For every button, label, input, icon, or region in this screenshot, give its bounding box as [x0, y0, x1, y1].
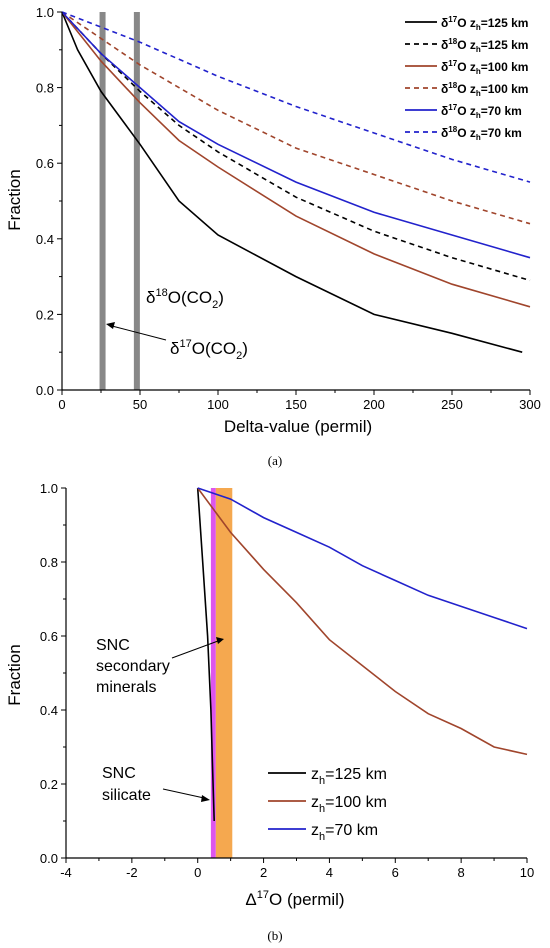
- x-tick-label: -4: [60, 865, 72, 880]
- legend-label: zh=125 km: [311, 766, 387, 787]
- panel-a-ticks: 0 50 100 150 200 250 300 0.0 0.2 0.4 0.6 0.8 1.0: [36, 5, 541, 412]
- annotation-d17o-co2: δ17O(CO2): [170, 338, 248, 362]
- legend-label: zh=70 km: [311, 822, 378, 843]
- series-line-d18o-zh-125: [61, 11, 531, 282]
- panel-b: -4 -2 0 2 4 6 8 10 0.0 0.2 0.4 0.6 0.8 1.0 Fraction Δ…: [5, 481, 534, 943]
- annotation-d18o-co2: δ18O(CO2): [146, 287, 224, 311]
- y-tick-label: 0.2: [40, 777, 58, 792]
- x-tick-label: 10: [520, 865, 534, 880]
- x-tick-label: 200: [363, 397, 385, 412]
- annotation-arrow-secondary: [171, 637, 224, 659]
- x-tick-label: 0: [58, 397, 65, 412]
- y-tick-label: 1.0: [36, 5, 54, 20]
- panel-b-caption: (b): [267, 928, 282, 943]
- annotation-arrow-silicate: [162, 788, 210, 802]
- y-tick-label: 0.4: [40, 703, 58, 718]
- series-line-zh-125: [196, 487, 215, 822]
- vertical-band: [210, 488, 216, 858]
- x-tick-label: 250: [441, 397, 463, 412]
- vertical-band: [133, 12, 140, 390]
- y-tick-label: 0.0: [36, 383, 54, 398]
- x-tick-label: 0: [194, 865, 201, 880]
- vertical-band: [215, 488, 233, 858]
- annotation-snc-silicate: SNC silicate: [102, 765, 151, 804]
- panel-b-series: [196, 487, 528, 822]
- panel-b-ticks: -4 -2 0 2 4 6 8 10 0.0 0.2 0.4 0.6 0.8 1.0: [40, 481, 534, 880]
- x-tick-label: -2: [126, 865, 138, 880]
- y-tick-label: 0.8: [40, 555, 58, 570]
- legend-label: δ17O zh=125 km: [441, 15, 528, 32]
- panel-a-ylabel: Fraction: [5, 169, 24, 230]
- y-tick-label: 0.2: [36, 307, 54, 322]
- panel-b-ylabel: Fraction: [5, 644, 24, 705]
- legend-label: δ18O zh=100 km: [441, 81, 528, 98]
- panel-b-xlabel: Δ17O (permil): [245, 889, 344, 909]
- series-line-d17o-zh-70: [61, 11, 531, 259]
- panel-a-xlabel: Delta-value (permil): [224, 417, 372, 436]
- panel-a-legend: δ17O zh=125 km δ18O zh=125 km δ17O zh=100 …: [405, 15, 528, 142]
- annotation-snc-secondary: SNC secondary minerals: [96, 637, 174, 696]
- panel-a: 0 50 100 150 200 250 300 0.0 0.2 0.4 0.6 0.8 1.0 Fra…: [5, 5, 541, 468]
- y-tick-label: 0.4: [36, 232, 54, 247]
- x-tick-label: 100: [207, 397, 229, 412]
- vertical-band: [99, 12, 106, 390]
- series-line-zh-100: [197, 487, 528, 756]
- legend-label: δ17O zh=100 km: [441, 59, 528, 76]
- series-line-zh-70: [197, 487, 528, 630]
- x-tick-label: 50: [133, 397, 147, 412]
- series-line-d18o-zh-70: [61, 11, 531, 183]
- x-tick-label: 2: [260, 865, 267, 880]
- panel-a-bands: [99, 12, 140, 390]
- series-line-d17o-zh-125: [61, 11, 523, 353]
- x-tick-label: 6: [392, 865, 399, 880]
- panel-a-series: [61, 11, 531, 353]
- annotation-arrow: [106, 322, 167, 341]
- y-tick-label: 0.6: [36, 156, 54, 171]
- y-tick-label: 0.8: [36, 81, 54, 96]
- series-line-d17o-zh-100: [61, 11, 531, 308]
- x-tick-label: 8: [458, 865, 465, 880]
- x-tick-label: 4: [326, 865, 333, 880]
- series-line-d18o-zh-100: [61, 11, 531, 225]
- panel-b-bands: [210, 488, 233, 858]
- y-tick-label: 0.6: [40, 629, 58, 644]
- legend-label: δ17O zh=70 km: [441, 103, 522, 120]
- x-tick-label: 300: [519, 397, 541, 412]
- legend-label: δ18O zh=125 km: [441, 37, 528, 54]
- panel-a-caption: (a): [268, 453, 282, 468]
- legend-label: δ18O zh=70 km: [441, 125, 522, 142]
- panel-b-legend: zh=125 km zh=100 km zh=70 km: [268, 766, 387, 843]
- legend-label: zh=100 km: [311, 794, 387, 815]
- x-tick-label: 150: [285, 397, 307, 412]
- y-tick-label: 1.0: [40, 481, 58, 496]
- y-tick-label: 0.0: [40, 851, 58, 866]
